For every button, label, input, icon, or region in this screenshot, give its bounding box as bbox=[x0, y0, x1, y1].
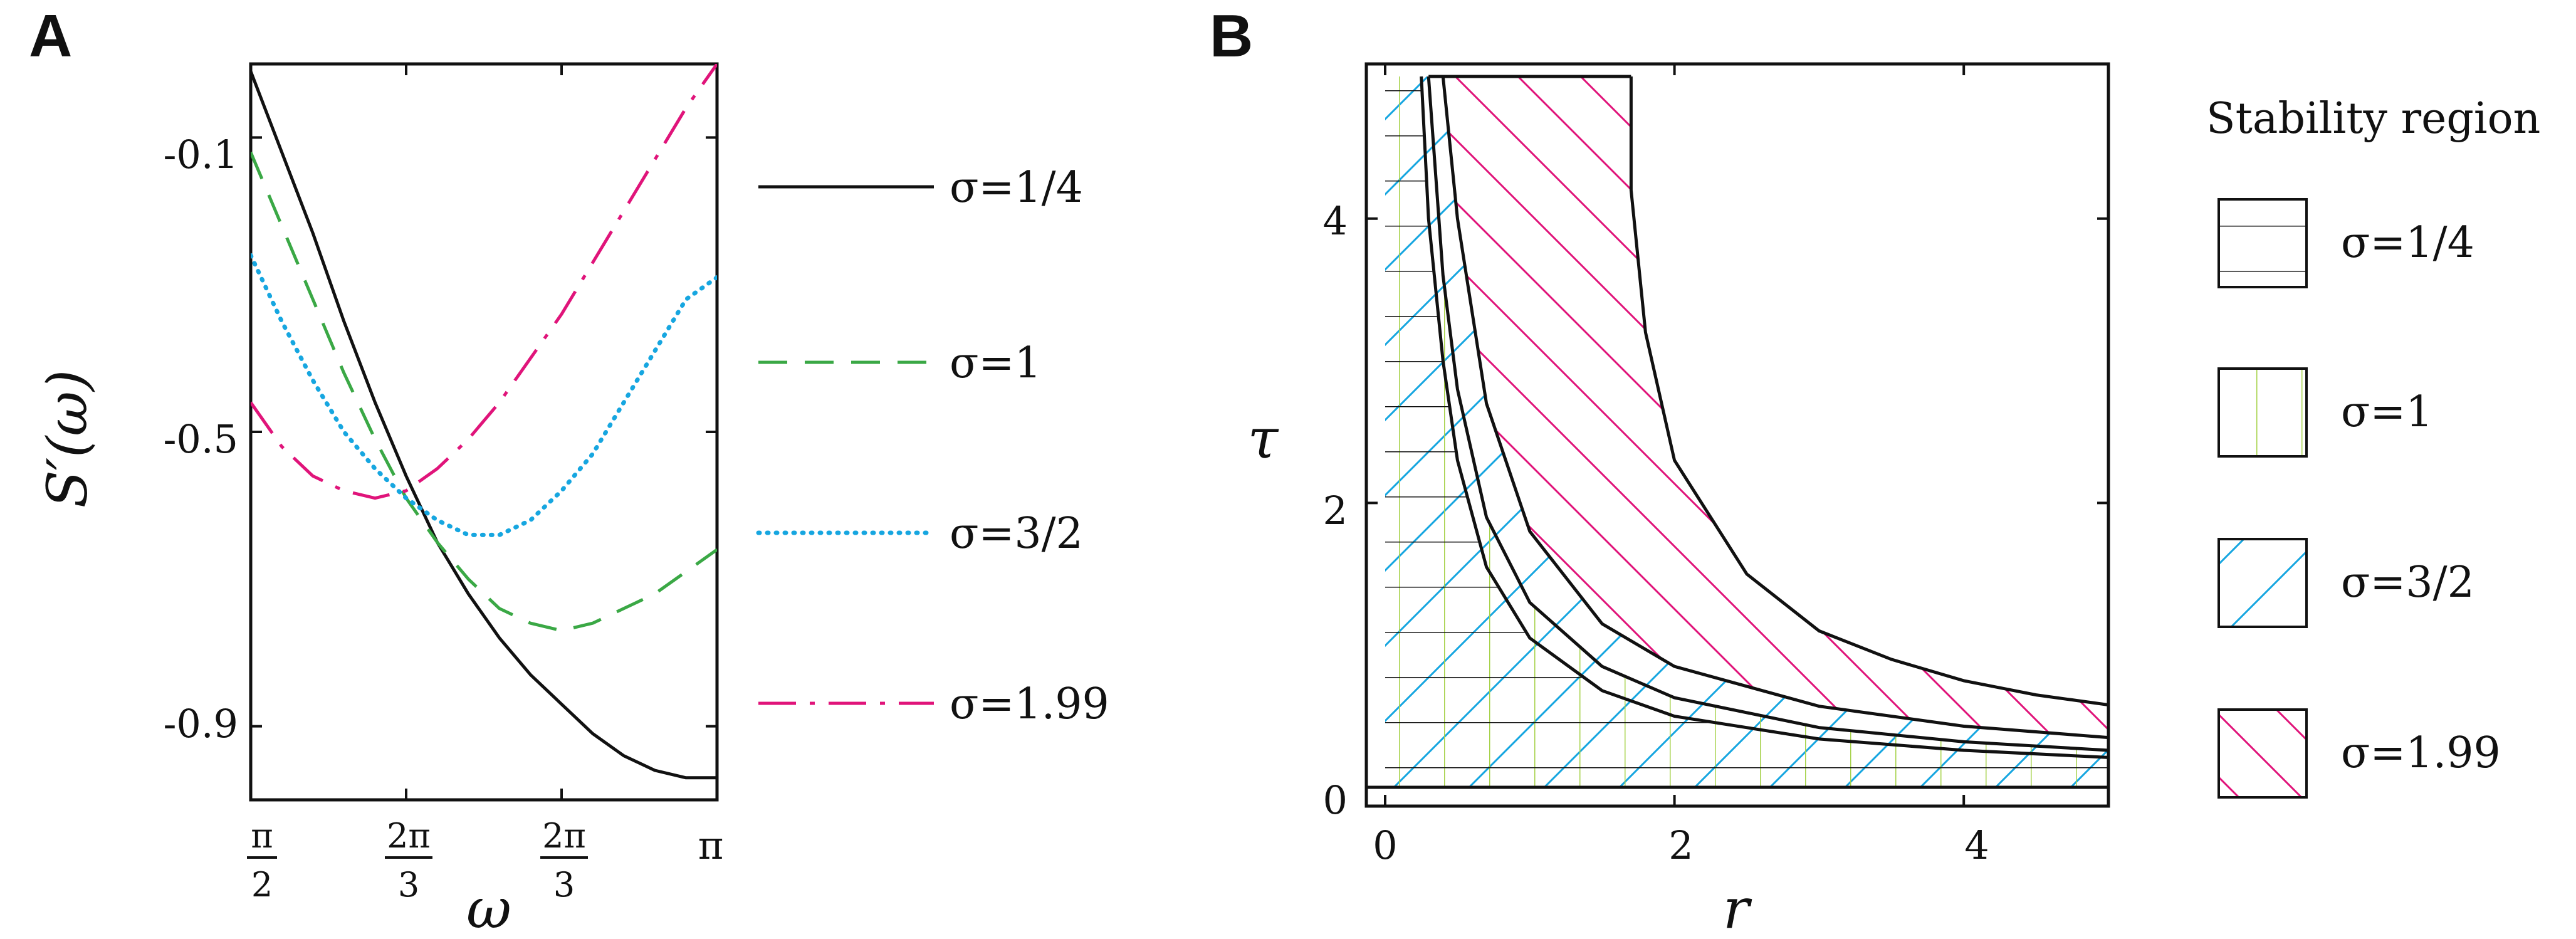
xtick-label-b: 2 bbox=[1668, 822, 1693, 868]
ytick-label-b: 0 bbox=[1323, 777, 1348, 823]
x-axis-title-a: ω bbox=[466, 876, 511, 939]
xtick-num: 2π bbox=[387, 816, 431, 856]
series-line-a-2 bbox=[251, 253, 717, 537]
legend-label-b: σ=1/4 bbox=[2341, 218, 2474, 268]
panel-b-frame bbox=[1364, 62, 2110, 808]
series-line-a-1 bbox=[251, 151, 717, 632]
ytick-label-b: 4 bbox=[1323, 198, 1348, 244]
y-axis-title-a: S′(ω) bbox=[35, 370, 100, 508]
legend-swatch-b bbox=[2217, 708, 2308, 799]
boundary-curve-1 bbox=[1427, 76, 2108, 752]
ytick-label-a: -0.5 bbox=[163, 416, 238, 462]
boundary-curve-2 bbox=[1441, 76, 2108, 740]
legend-label-b: σ=1.99 bbox=[2341, 728, 2501, 778]
panel-b-regions bbox=[1385, 75, 2108, 787]
legend-swatch-b bbox=[2217, 198, 2308, 288]
boundary-curve-3 bbox=[1629, 76, 2108, 706]
legend-swatch-b bbox=[2217, 367, 2308, 458]
legend-label-a: σ=3/2 bbox=[950, 509, 1083, 559]
xtick-label-b: 0 bbox=[1373, 822, 1397, 868]
ytick-label-b: 2 bbox=[1323, 488, 1348, 533]
boundary-curve-0 bbox=[1420, 76, 2108, 759]
series-line-a-3 bbox=[251, 64, 717, 500]
x-axis-title-b: r bbox=[1723, 876, 1752, 939]
stability-region-3 bbox=[1443, 76, 2108, 745]
panel-b-letter: B bbox=[1210, 3, 1253, 70]
legend-b: Stability region σ=1/4 σ=1 σ=3/2 σ=1.99 bbox=[2206, 94, 2540, 799]
legend-label-b: σ=3/2 bbox=[2341, 558, 2474, 607]
panel-b-ticks bbox=[1366, 64, 2108, 806]
xtick-label-a: 2π 3 bbox=[385, 816, 432, 905]
xtick-num: 2π bbox=[542, 816, 586, 856]
xtick-den: 2 bbox=[251, 865, 273, 905]
y-axis-title-b: τ bbox=[1248, 406, 1279, 471]
ytick-label-a: -0.9 bbox=[163, 701, 238, 747]
series-line-a-0 bbox=[251, 70, 717, 780]
xtick-label-a: π 2 bbox=[247, 816, 277, 905]
stability-region-0 bbox=[1385, 76, 2108, 787]
xtick-label-b: 4 bbox=[1964, 822, 1989, 868]
xtick-num: π bbox=[251, 816, 273, 856]
panel-a-ticks bbox=[249, 64, 718, 800]
stability-region-2 bbox=[1385, 76, 2108, 787]
xtick-label-a: 2π 3 bbox=[540, 816, 588, 905]
xtick-label-a: π bbox=[698, 822, 724, 868]
xtick-den: 3 bbox=[553, 865, 575, 905]
panel-a-letter: A bbox=[29, 3, 72, 70]
legend-label-a: σ=1.99 bbox=[950, 679, 1109, 729]
legend-label-a: σ=1 bbox=[950, 338, 1042, 388]
panel-a-series bbox=[251, 64, 717, 780]
xtick-den: 3 bbox=[398, 865, 419, 905]
legend-label-a: σ=1/4 bbox=[950, 163, 1083, 212]
legend-swatch-b bbox=[2217, 538, 2308, 628]
legend-a: σ=1/4 σ=1 σ=3/2 σ=1.99 bbox=[756, 163, 1109, 729]
legend-title-b: Stability region bbox=[2206, 94, 2540, 144]
legend-label-b: σ=1 bbox=[2341, 387, 2433, 437]
ytick-label-a: -0.1 bbox=[163, 132, 238, 177]
